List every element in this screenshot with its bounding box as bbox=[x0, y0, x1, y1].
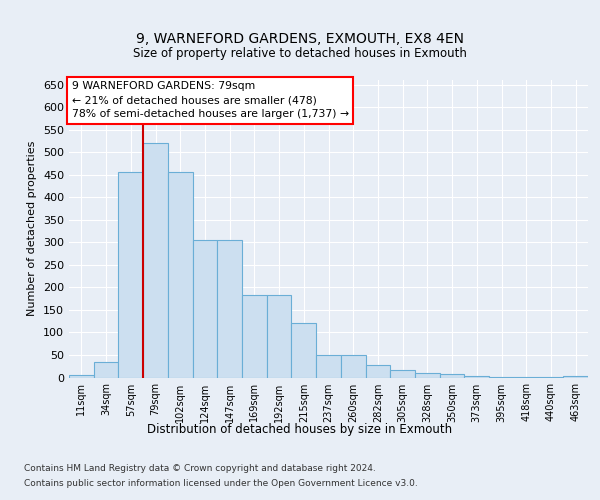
Text: Contains public sector information licensed under the Open Government Licence v3: Contains public sector information licen… bbox=[24, 479, 418, 488]
Bar bbox=[94, 362, 118, 378]
Bar bbox=[193, 240, 217, 378]
Bar bbox=[390, 370, 415, 378]
Bar bbox=[143, 143, 168, 378]
Text: Contains HM Land Registry data © Crown copyright and database right 2024.: Contains HM Land Registry data © Crown c… bbox=[24, 464, 376, 473]
Bar bbox=[168, 172, 193, 378]
Bar bbox=[118, 172, 143, 378]
Bar bbox=[242, 296, 267, 378]
Text: Size of property relative to detached houses in Exmouth: Size of property relative to detached ho… bbox=[133, 47, 467, 60]
Bar bbox=[415, 373, 440, 378]
Text: Distribution of detached houses by size in Exmouth: Distribution of detached houses by size … bbox=[148, 422, 452, 436]
Bar bbox=[341, 355, 365, 378]
Bar bbox=[292, 324, 316, 378]
Bar bbox=[69, 375, 94, 378]
Bar bbox=[365, 366, 390, 378]
Bar bbox=[563, 376, 588, 378]
Bar bbox=[316, 355, 341, 378]
Bar bbox=[217, 240, 242, 378]
Y-axis label: Number of detached properties: Number of detached properties bbox=[28, 141, 37, 316]
Bar bbox=[440, 374, 464, 378]
Text: 9, WARNEFORD GARDENS, EXMOUTH, EX8 4EN: 9, WARNEFORD GARDENS, EXMOUTH, EX8 4EN bbox=[136, 32, 464, 46]
Bar bbox=[489, 376, 514, 378]
Bar bbox=[464, 376, 489, 378]
Bar bbox=[267, 296, 292, 378]
Text: 9 WARNEFORD GARDENS: 79sqm
← 21% of detached houses are smaller (478)
78% of sem: 9 WARNEFORD GARDENS: 79sqm ← 21% of deta… bbox=[71, 82, 349, 120]
